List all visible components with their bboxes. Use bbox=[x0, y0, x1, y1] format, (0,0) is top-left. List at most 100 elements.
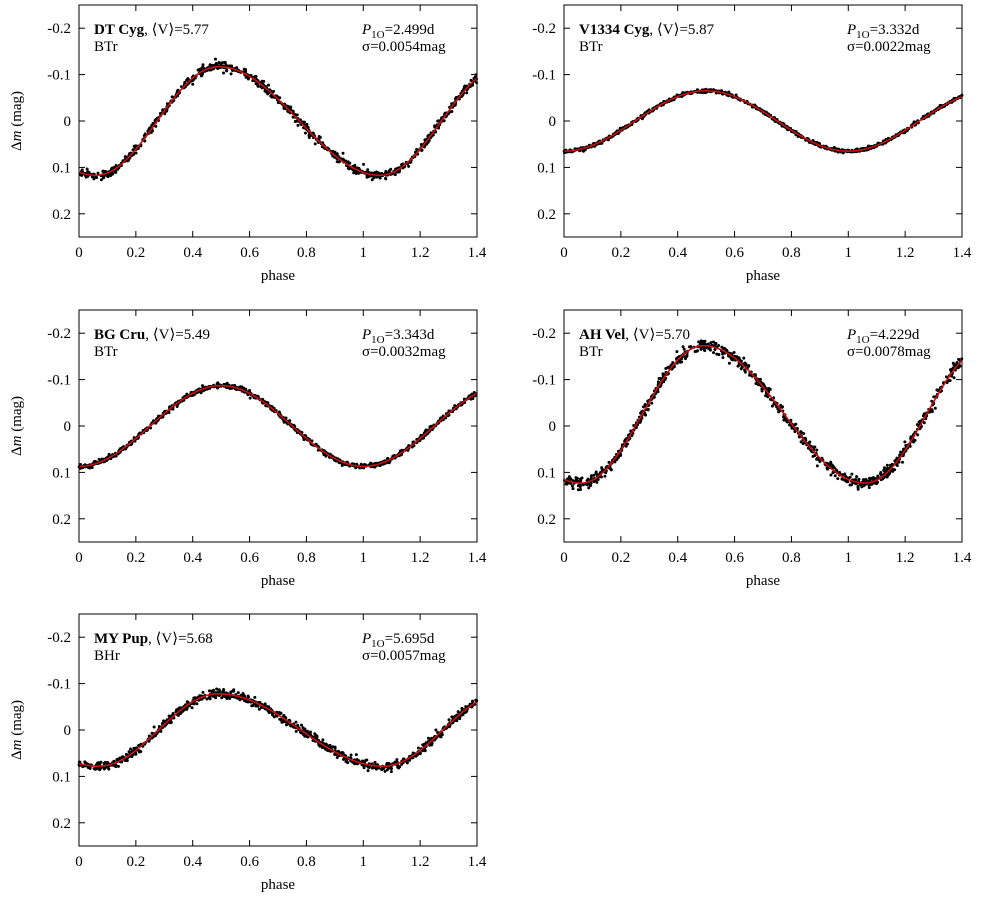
star-label: AH Vel, ⟨V⟩=5.70 bbox=[579, 327, 690, 343]
x-tick-label: 0.8 bbox=[782, 245, 801, 261]
data-point bbox=[271, 712, 275, 716]
x-tick-label: 0 bbox=[75, 550, 83, 566]
data-points bbox=[563, 339, 964, 492]
data-point bbox=[346, 166, 350, 170]
data-point bbox=[578, 485, 582, 489]
data-point bbox=[450, 715, 454, 719]
data-point bbox=[331, 745, 335, 749]
data-point bbox=[235, 66, 239, 70]
data-point bbox=[325, 748, 329, 752]
data-point bbox=[933, 406, 937, 410]
data-point bbox=[681, 345, 685, 349]
data-point bbox=[708, 348, 712, 352]
data-point bbox=[706, 342, 710, 346]
data-point bbox=[224, 63, 228, 67]
data-point bbox=[764, 394, 768, 398]
panel-v1334-cyg: 0 0.2 0.4 0.6 0.8 1 1.2 1.4-0.2-0.100.10.2phase… bbox=[532, 4, 972, 284]
data-point bbox=[229, 64, 233, 68]
data-point bbox=[176, 713, 180, 717]
data-point bbox=[80, 168, 84, 172]
data-point bbox=[257, 707, 261, 711]
sigma-label: σ=0.0078mag bbox=[847, 344, 931, 360]
x-tick-label: 1.2 bbox=[411, 854, 430, 870]
x-tick-label: 0.6 bbox=[240, 245, 259, 261]
y-tick-label: 0 bbox=[64, 419, 72, 435]
data-point bbox=[99, 178, 103, 182]
data-point bbox=[603, 474, 607, 478]
data-point bbox=[335, 152, 339, 156]
x-tick-label: 0.4 bbox=[668, 550, 687, 566]
data-point bbox=[208, 697, 212, 701]
data-point bbox=[574, 476, 578, 480]
data-point bbox=[185, 700, 189, 704]
data-point bbox=[217, 688, 221, 692]
data-point bbox=[244, 387, 248, 391]
data-point bbox=[829, 473, 833, 477]
data-point bbox=[143, 132, 147, 136]
x-axis-label: phase bbox=[261, 268, 295, 284]
x-tick-label: 0.6 bbox=[725, 245, 744, 261]
data-point bbox=[703, 91, 707, 95]
data-point bbox=[455, 719, 459, 723]
data-point bbox=[811, 454, 815, 458]
data-point bbox=[92, 177, 96, 181]
data-point bbox=[195, 702, 199, 706]
data-point bbox=[900, 460, 904, 464]
data-point bbox=[813, 445, 817, 449]
data-point bbox=[389, 770, 393, 774]
data-point bbox=[318, 135, 322, 139]
data-point bbox=[296, 123, 300, 127]
data-point bbox=[957, 357, 961, 361]
y-axis-label: Δm (mag) bbox=[9, 700, 25, 760]
data-point bbox=[284, 723, 288, 727]
data-point bbox=[267, 83, 271, 87]
data-point bbox=[856, 484, 860, 488]
data-point bbox=[287, 105, 291, 109]
data-point bbox=[407, 164, 411, 168]
x-tick-label: 1.4 bbox=[468, 854, 487, 870]
x-axis-label: phase bbox=[261, 877, 295, 893]
data-point bbox=[103, 760, 107, 764]
data-point bbox=[712, 351, 716, 355]
data-point bbox=[416, 746, 420, 750]
data-point bbox=[913, 438, 917, 442]
x-tick-label: 1 bbox=[360, 854, 368, 870]
data-point bbox=[840, 477, 844, 481]
data-point bbox=[400, 448, 404, 452]
x-tick-label: 0.6 bbox=[725, 550, 744, 566]
x-tick-label: 1.2 bbox=[411, 245, 430, 261]
data-point bbox=[201, 63, 205, 67]
fit-line bbox=[78, 384, 478, 468]
data-point bbox=[706, 346, 710, 350]
data-point bbox=[581, 483, 585, 487]
data-point bbox=[260, 79, 264, 83]
mode-label: BTr bbox=[94, 344, 118, 360]
data-point bbox=[678, 360, 682, 364]
data-point bbox=[96, 171, 100, 175]
data-point bbox=[365, 758, 369, 762]
data-point bbox=[464, 705, 468, 709]
data-point bbox=[471, 397, 475, 401]
data-point bbox=[190, 706, 194, 710]
y-tick-label: -0.1 bbox=[47, 68, 71, 84]
data-point bbox=[836, 477, 840, 481]
data-point bbox=[264, 90, 268, 94]
data-point bbox=[747, 364, 751, 368]
data-point bbox=[105, 173, 109, 177]
data-point bbox=[421, 743, 425, 747]
data-point bbox=[341, 151, 345, 155]
data-point bbox=[695, 349, 699, 353]
y-tick-label: 0 bbox=[64, 114, 72, 130]
data-point bbox=[720, 345, 724, 349]
data-point bbox=[831, 464, 835, 468]
x-tick-label: 0.8 bbox=[297, 854, 316, 870]
data-point bbox=[215, 687, 219, 691]
data-point bbox=[295, 113, 299, 117]
y-tick-label: -0.1 bbox=[532, 68, 556, 84]
data-point bbox=[885, 475, 889, 479]
data-point bbox=[760, 389, 764, 393]
data-point bbox=[888, 463, 892, 467]
data-point bbox=[589, 475, 593, 479]
data-point bbox=[419, 142, 423, 146]
x-tick-label: 1.2 bbox=[411, 550, 430, 566]
